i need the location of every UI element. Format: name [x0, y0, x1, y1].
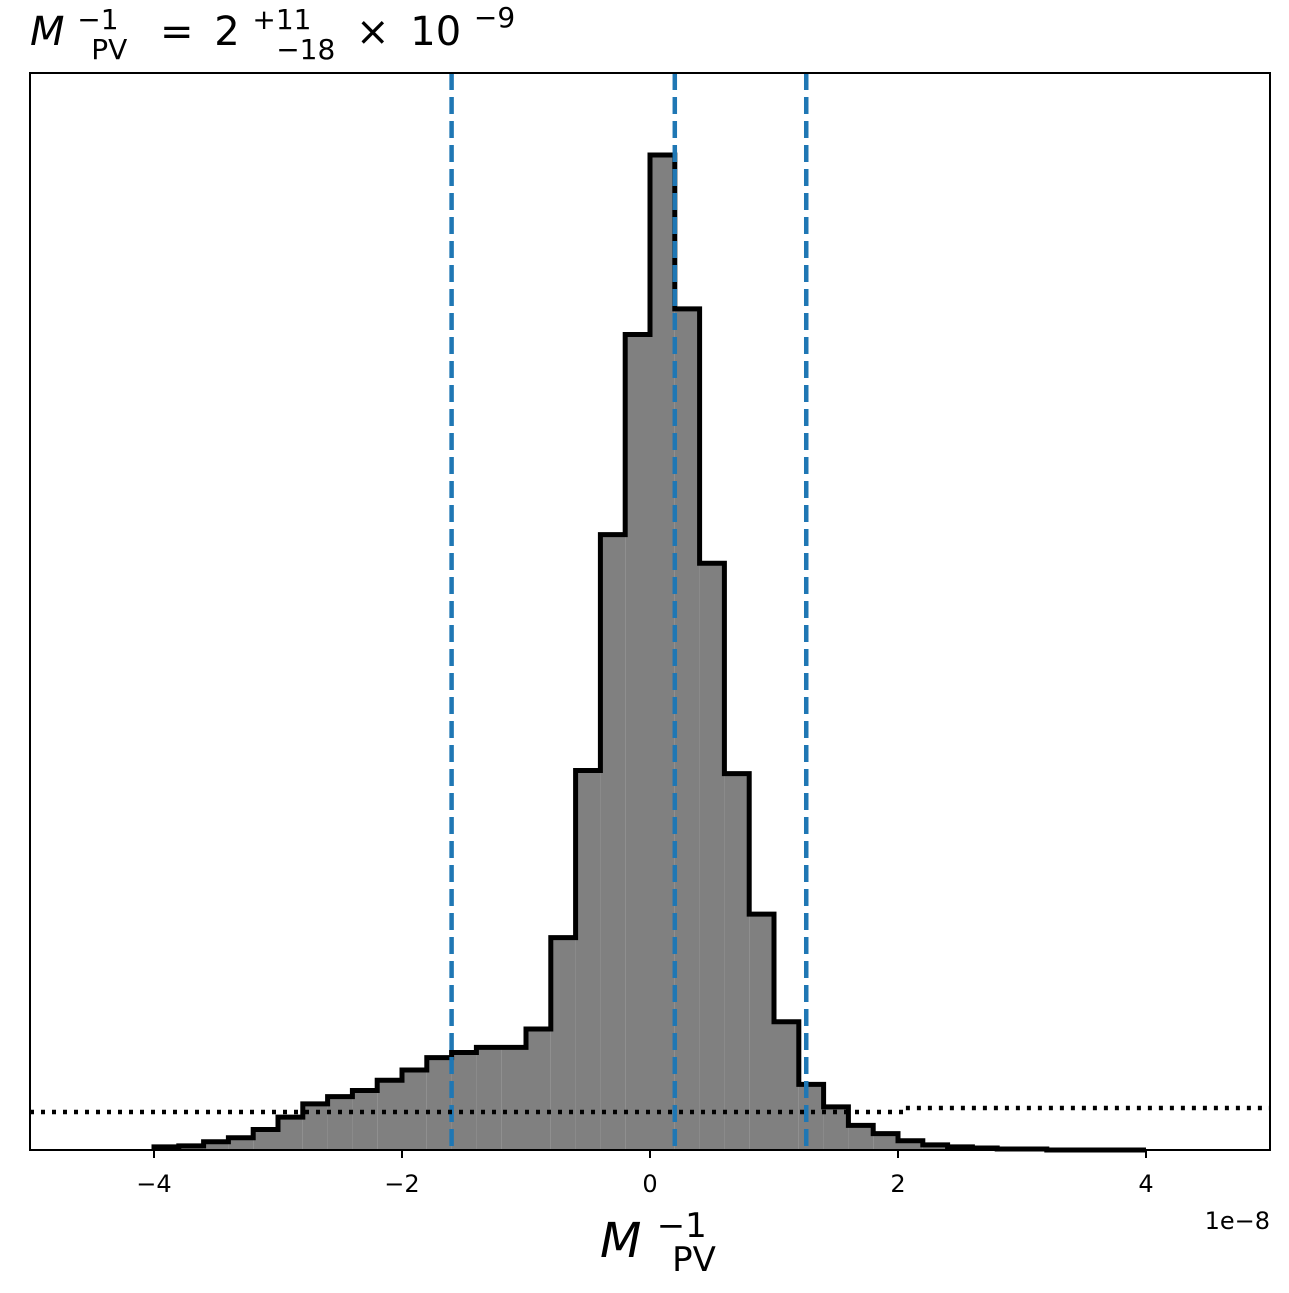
histogram-bar — [377, 1080, 402, 1150]
histogram-bar — [278, 1117, 303, 1150]
histogram-bar — [451, 1052, 477, 1150]
x-axis: −4 −2 0 2 4 — [136, 1150, 1154, 1198]
histogram-bar — [426, 1057, 452, 1150]
histogram-bar — [352, 1090, 378, 1150]
histogram-bar — [848, 1125, 874, 1150]
histogram-bar — [575, 770, 601, 1150]
histogram-bar — [501, 1047, 526, 1150]
histogram-bar — [798, 1084, 824, 1150]
x-axis-label: M −1 PV — [600, 1193, 722, 1280]
histogram-bar — [600, 534, 626, 1150]
histogram-bar — [327, 1096, 353, 1150]
histogram-bar — [550, 937, 576, 1150]
histogram-bar — [873, 1133, 898, 1150]
histogram-bar — [749, 914, 774, 1150]
histogram-bar — [922, 1144, 948, 1150]
histogram-bar — [724, 773, 750, 1150]
x-tick-label: 2 — [890, 1170, 905, 1198]
x-tick-label: 4 — [1138, 1170, 1153, 1198]
histogram-bars — [154, 155, 1047, 1151]
x-offset-label: 1e−8 — [1205, 1207, 1270, 1235]
histogram-bar — [253, 1129, 278, 1150]
histogram-bar — [203, 1141, 229, 1150]
x-tick-label: 0 — [642, 1170, 657, 1198]
x-tick-label: −4 — [136, 1170, 171, 1198]
histogram-bar — [526, 1028, 551, 1150]
x-tick-label: −2 — [384, 1170, 419, 1198]
histogram-step-outline — [151, 152, 1146, 1153]
histogram-outline — [151, 152, 1146, 1153]
histogram-bar — [898, 1140, 923, 1150]
histogram-bar — [228, 1137, 254, 1150]
histogram-bar — [625, 334, 650, 1150]
histogram-bar — [650, 155, 675, 1151]
chart-title: M −1 PV = 2 +11 −18 × 10 −9 — [30, 0, 515, 69]
histogram-bar — [674, 308, 700, 1150]
quantile-lines — [449, 73, 809, 1150]
histogram-bar — [699, 563, 725, 1150]
histogram-bar — [476, 1047, 502, 1150]
histogram-bar — [774, 1021, 799, 1150]
